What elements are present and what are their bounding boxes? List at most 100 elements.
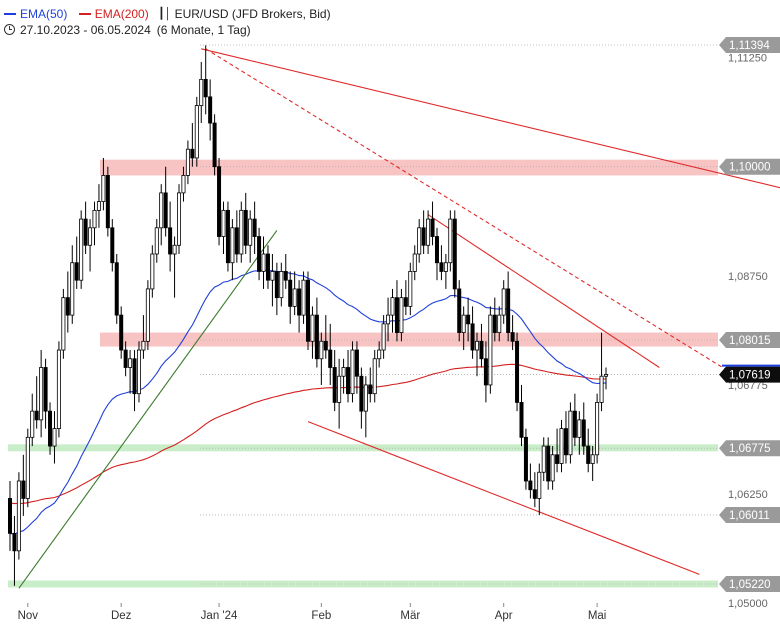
candle-body-39 — [181, 175, 186, 194]
candle-body-85 — [386, 314, 391, 325]
candle-body-84 — [381, 323, 386, 351]
candle-body-101 — [457, 288, 462, 333]
price-marker: 1,05220 — [719, 576, 780, 592]
trendline-1 — [205, 48, 745, 382]
candle-body-73 — [332, 367, 337, 403]
legend-row: EMA(50) EMA(200) ┃│ EUR/USD (JFD Brokers,… — [4, 6, 331, 21]
price-marker-label: 1,08015 — [729, 335, 771, 347]
candle-body-24 — [114, 262, 119, 316]
candle-body-110 — [497, 314, 502, 333]
candle-body-133 — [599, 375, 604, 403]
y-tick-label: 1,11250 — [728, 53, 767, 65]
candle-body-72 — [328, 349, 333, 368]
candle-body-86 — [390, 297, 395, 316]
candle-body-63 — [288, 279, 293, 307]
candle-body-93 — [421, 227, 426, 246]
price-marker-shape — [719, 366, 780, 383]
candle-body-83 — [377, 349, 382, 360]
candle-body-3 — [21, 480, 26, 499]
candle-body-62 — [283, 271, 288, 281]
candle-body-6 — [34, 410, 39, 421]
price-marker-shape — [719, 37, 780, 53]
candle-body-32 — [150, 253, 155, 290]
candle-body-15 — [74, 262, 79, 281]
candle-body-12 — [61, 297, 66, 351]
price-marker-shape — [719, 506, 780, 523]
candle-body-118 — [532, 489, 537, 499]
candle-body-103 — [466, 314, 471, 325]
candle-body-20 — [96, 201, 101, 211]
candle-body-49 — [225, 209, 230, 264]
candle-body-95 — [430, 218, 435, 237]
price-marker: 1,06011 — [719, 506, 780, 523]
candle-body-132 — [595, 402, 600, 456]
candle-body-105 — [475, 340, 480, 351]
candle-body-113 — [510, 332, 515, 342]
candle-body-56 — [257, 236, 262, 272]
period-label: (6 Monate, 1 Tag) — [156, 22, 251, 37]
candle-body-98 — [443, 262, 448, 272]
trendline-4 — [18, 230, 278, 589]
candle-body-23 — [110, 227, 115, 264]
candle-body-79 — [359, 375, 364, 412]
candle-body-88 — [399, 297, 404, 333]
candle-body-71 — [323, 340, 328, 351]
zone-red-0 — [100, 159, 718, 176]
candle-body-22 — [105, 175, 110, 229]
candle-body-1 — [12, 532, 17, 552]
y-tick-label: 1,06775 — [728, 380, 768, 392]
candle-body-120 — [541, 445, 546, 473]
trendline-2 — [427, 214, 660, 368]
candle-body-43 — [199, 78, 204, 106]
candle-body-122 — [550, 454, 555, 482]
candle-body-75 — [341, 367, 346, 377]
candle-body-90 — [408, 271, 413, 307]
candle-body-82 — [372, 358, 377, 395]
candle-body-31 — [145, 288, 150, 342]
candle-body-100 — [452, 218, 457, 290]
candle-body-81 — [368, 384, 373, 395]
candle-body-131 — [590, 454, 595, 464]
candle-body-55 — [252, 218, 257, 237]
candle-body-18 — [88, 227, 93, 246]
candle-body-128 — [577, 419, 582, 438]
candle-body-29 — [136, 349, 141, 395]
candle-body-111 — [501, 288, 506, 316]
price-marker: 1,06775 — [719, 440, 780, 457]
instrument-title: EUR/USD (JFD Brokers, Bid) — [174, 6, 331, 21]
price-marker-label: 1,10000 — [729, 162, 771, 174]
candle-body-27 — [128, 358, 133, 368]
candle-body-125 — [563, 428, 568, 456]
price-marker-label: 1,06775 — [729, 443, 771, 455]
candle-body-61 — [279, 271, 284, 299]
price-marker-shape — [719, 331, 780, 348]
candle-body-114 — [515, 340, 520, 403]
price-marker-label: 1,06011 — [729, 510, 770, 522]
candle-body-119 — [537, 471, 542, 499]
candle-body-70 — [319, 340, 324, 360]
price-marker-label: 1,05220 — [729, 579, 771, 591]
candle-body-38 — [177, 192, 182, 246]
x-tick-label: Apr — [495, 610, 513, 622]
candle-body-11 — [56, 349, 61, 430]
candle-body-21 — [101, 175, 106, 203]
candle-body-67 — [305, 279, 310, 342]
candle-body-129 — [581, 419, 586, 447]
candle-body-116 — [523, 436, 528, 482]
candle-body-48 — [221, 209, 226, 237]
candle-body-74 — [337, 375, 342, 403]
candle-body-76 — [346, 367, 351, 395]
ema50-legend: EMA(50) — [20, 6, 68, 21]
candle-body-124 — [559, 428, 564, 464]
candle-body-41 — [190, 148, 195, 159]
ema200-legend: EMA(200) — [94, 6, 149, 21]
candle-body-52 — [239, 209, 244, 255]
price-marker-label: 1,07619 — [729, 370, 771, 382]
zone-red-1 — [100, 332, 718, 347]
candle-body-0 — [7, 498, 12, 534]
candle-body-7 — [39, 367, 44, 421]
candle-body-65 — [297, 288, 302, 316]
candle-body-34 — [159, 192, 164, 229]
candle-body-35 — [163, 192, 168, 229]
